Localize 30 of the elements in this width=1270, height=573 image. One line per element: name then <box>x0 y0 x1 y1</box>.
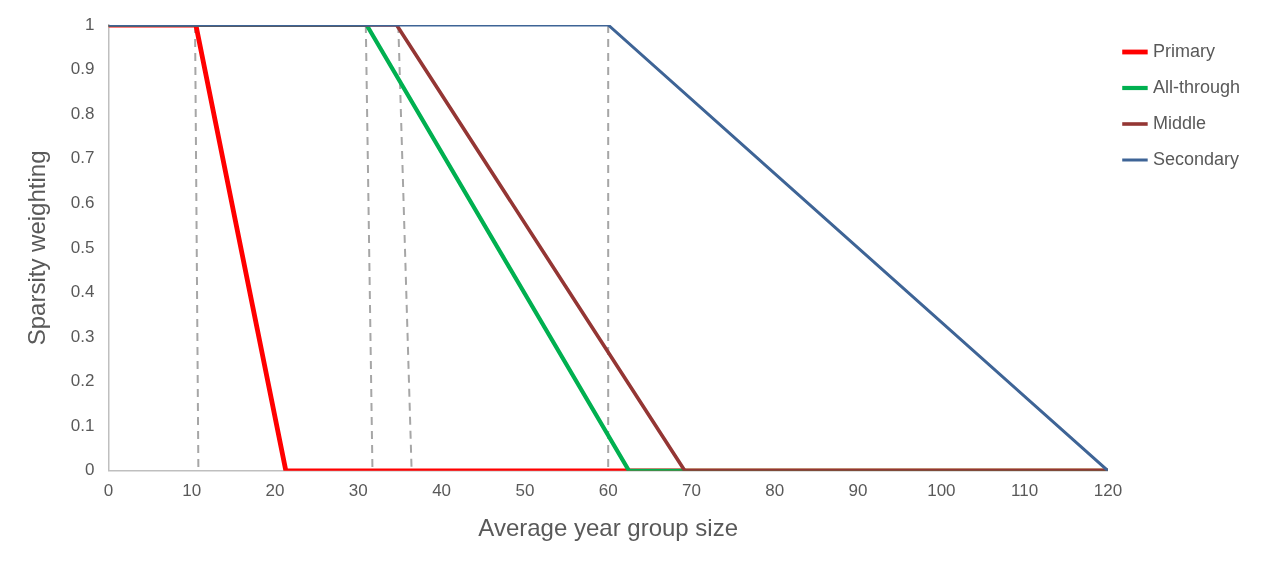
x-tick-label: 60 <box>598 480 618 500</box>
legend-label: Middle <box>1152 112 1206 133</box>
y-tick-label: 0.3 <box>70 326 95 346</box>
x-tick-label: 30 <box>348 480 368 500</box>
y-tick-label: 0.6 <box>70 193 95 213</box>
y-tick-label: 0.9 <box>70 59 95 79</box>
x-tick-label: 50 <box>515 480 535 500</box>
x-tick-label: 10 <box>182 480 202 500</box>
y-tick-label: 0.4 <box>70 282 95 302</box>
x-tick-label: 120 <box>1093 480 1123 500</box>
x-tick-label: 80 <box>765 480 785 500</box>
x-tick-label: 40 <box>432 480 452 500</box>
x-tick-label: 0 <box>103 480 114 500</box>
x-tick-label: 70 <box>682 480 701 500</box>
legend-label: All-through <box>1152 76 1240 97</box>
legend-label: Secondary <box>1152 148 1240 169</box>
x-tick-label: 20 <box>265 480 285 500</box>
y-tick-label: 0.5 <box>70 237 95 257</box>
y-tick-label: 0.2 <box>70 371 95 391</box>
y-tick-label: 0.1 <box>70 415 95 435</box>
x-tick-label: 100 <box>927 480 956 500</box>
y-tick-label: 0.8 <box>70 103 95 123</box>
y-tick-label: 0.7 <box>70 148 95 168</box>
y-axis-title: Sparsity weighting <box>23 150 51 346</box>
x-axis-title: Average year group size <box>478 514 739 542</box>
x-tick-label: 110 <box>1011 480 1039 500</box>
x-tick-label: 90 <box>848 480 868 500</box>
legend-label: Primary <box>1152 40 1215 61</box>
y-tick-label: 1 <box>84 14 95 34</box>
y-tick-label: 0 <box>84 460 95 480</box>
